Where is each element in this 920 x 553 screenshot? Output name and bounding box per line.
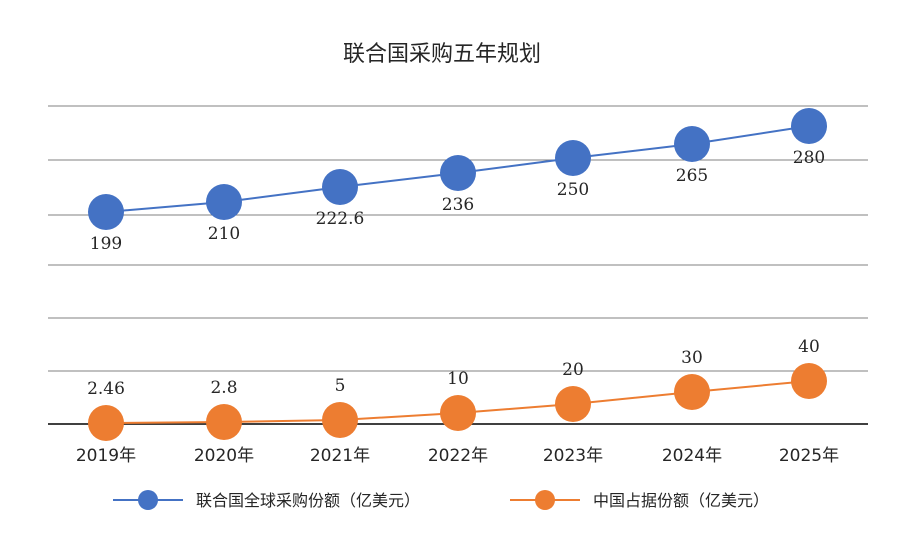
legend-marker-china-share bbox=[535, 490, 555, 510]
chart-title: 联合国采购五年规划 bbox=[343, 42, 541, 67]
data-point-un-share bbox=[322, 169, 358, 205]
data-point-un-share bbox=[555, 140, 591, 176]
data-label: 236 bbox=[442, 195, 474, 215]
data-point-china-share bbox=[88, 405, 124, 441]
data-labels: 199 210 222.6 236 250 265 280 2.46 2.8 5 10 20 30 40 bbox=[87, 148, 825, 399]
series-markers bbox=[88, 108, 827, 441]
legend: 联合国全球采购份额（亿美元） 中国占据份额（亿美元） bbox=[113, 490, 769, 510]
legend-label-un-share: 联合国全球采购份额（亿美元） bbox=[196, 491, 420, 510]
data-point-china-share bbox=[555, 386, 591, 422]
x-tick-label: 2021年 bbox=[310, 446, 370, 466]
data-label: 10 bbox=[447, 369, 469, 389]
x-axis: 2019年 2020年 2021年 2022年 2023年 2024年 2025年 bbox=[76, 446, 839, 466]
x-tick-label: 2020年 bbox=[194, 446, 254, 466]
legend-label-china-share: 中国占据份额（亿美元） bbox=[593, 491, 769, 510]
data-label: 30 bbox=[681, 348, 703, 368]
data-point-un-share bbox=[791, 108, 827, 144]
data-point-un-share bbox=[88, 194, 124, 230]
legend-item-china-share[interactable]: 中国占据份额（亿美元） bbox=[510, 490, 769, 510]
x-tick-label: 2022年 bbox=[428, 446, 488, 466]
x-tick-label: 2025年 bbox=[779, 446, 839, 466]
data-point-china-share bbox=[791, 363, 827, 399]
data-point-china-share bbox=[440, 395, 476, 431]
x-tick-label: 2024年 bbox=[662, 446, 722, 466]
data-label: 222.6 bbox=[316, 209, 365, 229]
data-point-un-share bbox=[206, 184, 242, 220]
data-point-un-share bbox=[674, 126, 710, 162]
data-point-china-share bbox=[206, 404, 242, 440]
data-label: 2.46 bbox=[87, 379, 125, 399]
data-label: 20 bbox=[562, 360, 584, 380]
data-label: 265 bbox=[676, 166, 708, 186]
x-tick-label: 2019年 bbox=[76, 446, 136, 466]
data-label: 250 bbox=[557, 180, 589, 200]
data-point-china-share bbox=[322, 402, 358, 438]
data-label: 40 bbox=[798, 337, 820, 357]
data-point-china-share bbox=[674, 374, 710, 410]
data-label: 5 bbox=[335, 376, 346, 396]
data-label: 280 bbox=[793, 148, 825, 168]
data-label: 2.8 bbox=[210, 378, 237, 398]
legend-item-un-share[interactable]: 联合国全球采购份额（亿美元） bbox=[113, 490, 420, 510]
data-label: 199 bbox=[90, 234, 122, 254]
legend-marker-un-share bbox=[138, 490, 158, 510]
data-point-un-share bbox=[440, 155, 476, 191]
x-tick-label: 2023年 bbox=[543, 446, 603, 466]
data-label: 210 bbox=[208, 224, 240, 244]
